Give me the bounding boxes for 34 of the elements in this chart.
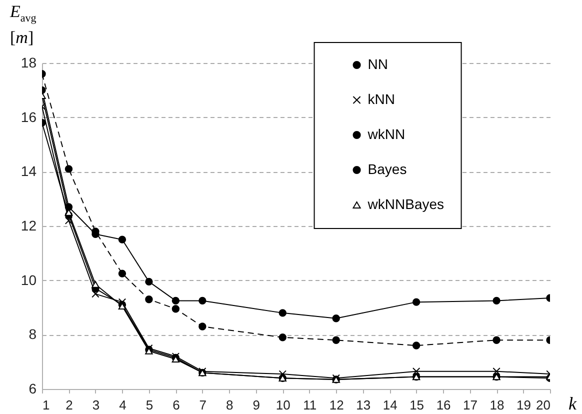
x-tick-label: 7	[199, 398, 207, 412]
x-tick-label: 9	[252, 398, 260, 412]
x-tick-label: 6	[172, 398, 180, 412]
y-tick-label: 18	[20, 54, 37, 70]
x-tick-label: 15	[410, 398, 424, 412]
x-tick-label: 20	[536, 398, 550, 412]
x-tick-label: 18	[490, 398, 504, 412]
x-tick-label: 14	[382, 398, 398, 412]
y-tick-label: 12	[20, 218, 37, 234]
x-tick-label: 10	[276, 398, 290, 412]
x-tick-label: 12	[329, 398, 344, 412]
x-tick-label: 8	[226, 398, 234, 412]
y-tick-label: 16	[20, 108, 37, 125]
y-tick-label: 8	[28, 326, 37, 342]
x-tick-label: 19	[516, 398, 531, 412]
legend-label: wkNN	[366, 126, 406, 142]
x-tick-label: 16	[436, 398, 451, 412]
x-tick-label: 17	[463, 398, 478, 412]
x-tick-label: 11	[303, 398, 317, 412]
x-tick-label: 13	[356, 398, 371, 412]
y-tick-label: 14	[20, 163, 37, 180]
x-tick-label: 5	[146, 398, 154, 412]
x-tick-label: 1	[42, 398, 50, 412]
y-tick-label: 10	[20, 272, 37, 288]
legend-label: Bayes	[368, 161, 407, 177]
legend-label: wkNNBayes	[366, 196, 444, 212]
y-tick-label: 6	[28, 380, 37, 396]
x-tick-label: 4	[119, 398, 126, 412]
x-tick-label: 3	[92, 398, 100, 412]
legend-label: kNN	[368, 91, 396, 107]
x-tick-label: 2	[66, 398, 73, 412]
x-axis-title: k	[568, 394, 578, 414]
legend-label: NN	[368, 56, 388, 72]
y-axis-title: E$_{avg}$ [m]	[10, 2, 38, 48]
